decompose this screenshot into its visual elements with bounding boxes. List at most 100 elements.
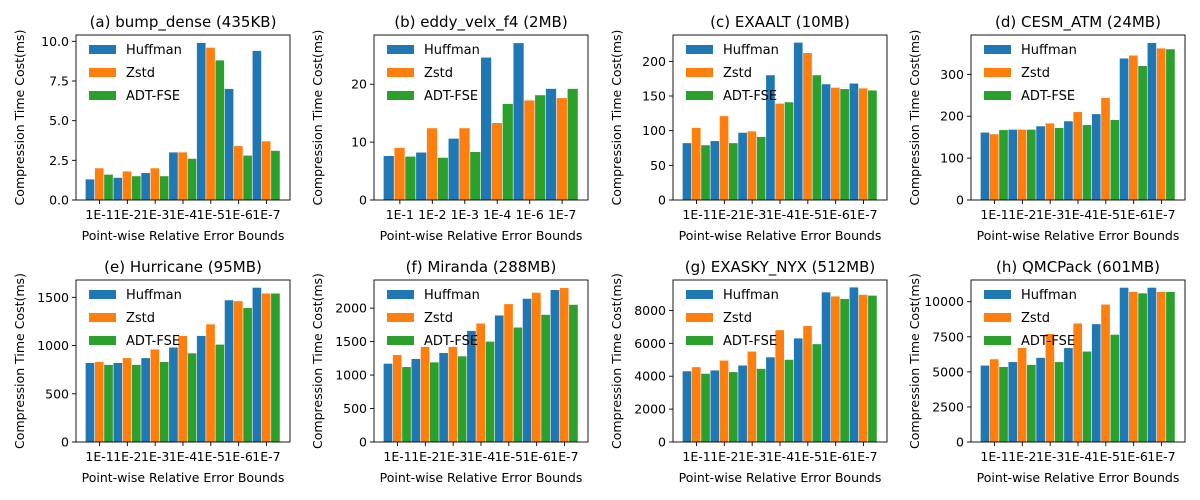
chart-title: (c) EXAALT (10MB) <box>710 13 850 31</box>
x-tick-label: 1E-2 <box>710 449 738 464</box>
y-tick-label: 8000 <box>634 303 666 318</box>
legend-label: Zstd <box>424 311 453 326</box>
bar-adt-fse-1e-2 <box>437 157 448 200</box>
y-tick-label: 0 <box>61 435 69 450</box>
x-tick-label: 1E-4 <box>467 449 495 464</box>
y-tick-label: 0 <box>956 193 964 208</box>
legend-swatch <box>387 91 414 100</box>
legend-label: Zstd <box>723 311 752 326</box>
legend-label: Huffman <box>1021 43 1077 58</box>
x-tick-label: 1E-2 <box>1008 449 1036 464</box>
y-tick-label: 0 <box>359 193 367 208</box>
bar-huffman-1e-3 <box>439 352 448 442</box>
bar-adt-fse-1e-2 <box>430 362 439 442</box>
x-tick-label: 1E-7 <box>550 449 578 464</box>
x-tick-label: 1E-6 <box>1119 207 1147 222</box>
chart-title: (e) Hurricane (95MB) <box>104 258 262 276</box>
x-tick-label: 1E-7 <box>849 207 877 222</box>
bar-zstd-1e-7 <box>261 293 271 442</box>
bar-adt-fse-1e-2 <box>1027 364 1036 442</box>
x-tick-label: 1E-7 <box>548 207 576 222</box>
chart-panel-3: 0 50 100 150 200 1E-1 1E-2 1E-3 1E-4 1E-5 1E-6 1E-7… <box>609 13 888 243</box>
x-tick-label: 1E-5 <box>495 449 523 464</box>
x-tick-label: 1E-3 <box>451 207 479 222</box>
legend: Huffman Zstd ADT-FSE <box>387 288 480 349</box>
bar-zstd-1e-1 <box>94 361 104 442</box>
bar-zstd-1e-2 <box>420 346 430 442</box>
bar-huffman-1e-6 <box>1119 287 1129 442</box>
bar-adt-fse-1e-5 <box>812 344 822 442</box>
bar-zstd-1e-7 <box>858 294 868 442</box>
bar-zstd-1e-4 <box>1073 112 1083 200</box>
x-tick-label: 1E-4 <box>1064 449 1092 464</box>
bar-zstd-1e-2 <box>1017 348 1027 442</box>
y-tick-label: 0.0 <box>49 193 69 208</box>
legend-swatch <box>686 68 713 77</box>
bar-huffman-1e-3 <box>141 358 150 442</box>
legend-swatch <box>686 290 713 299</box>
bar-adt-fse-1e-3 <box>457 356 467 442</box>
x-tick-label: 1E-6 <box>821 449 849 464</box>
bar-adt-fse-1e-1 <box>405 156 416 200</box>
legend-swatch <box>984 68 1011 77</box>
x-tick-label: 1E-6 <box>516 207 544 222</box>
x-tick-label: 1E-2 <box>113 449 141 464</box>
bar-zstd-1e-2 <box>719 116 729 200</box>
x-tick-label: 1E-5 <box>197 449 225 464</box>
y-tick-label: 2000 <box>335 301 367 316</box>
bar-huffman-1e-5 <box>196 335 206 442</box>
bar-huffman-1e-3 <box>738 132 747 200</box>
x-tick-label: 1E-6 <box>522 449 550 464</box>
chart-title: (g) EXASKY_NYX (512MB) <box>685 258 876 277</box>
legend-label: Huffman <box>723 288 779 303</box>
legend-label: ADT-FSE <box>723 334 777 349</box>
bar-adt-fse-1e-4 <box>1082 351 1092 442</box>
x-tick-label: 1E-2 <box>113 207 141 222</box>
legend-label: Huffman <box>424 43 480 58</box>
bar-huffman-1e-3 <box>1036 357 1045 442</box>
y-tick-label: 1000 <box>37 338 69 353</box>
bar-zstd-1e-1 <box>94 168 104 200</box>
bar-adt-fse-1e-3 <box>756 368 766 442</box>
y-tick-label: 0 <box>359 435 367 450</box>
legend-swatch <box>686 336 713 345</box>
x-tick-label: 1E-2 <box>1008 207 1036 222</box>
bar-adt-fse-1e-7 <box>1166 49 1175 200</box>
bar-adt-fse-1e-7 <box>868 90 877 200</box>
legend-label: ADT-FSE <box>1021 334 1075 349</box>
x-tick-label: 1E-1 <box>386 207 414 222</box>
bar-adt-fse-1e-6 <box>1138 293 1147 442</box>
bar-adt-fse-1e-4 <box>784 359 794 442</box>
chart-panel-6: 0 500 1000 1500 2000 1E-1 1E-2 1E-3 1E-4 1E-5 1E-6… <box>310 258 589 485</box>
bar-adt-fse-1e-3 <box>470 151 481 200</box>
bar-zstd-1e-5 <box>504 304 513 442</box>
bar-huffman-1e-1 <box>980 132 990 200</box>
bar-huffman-1e-4 <box>1064 348 1073 442</box>
bar-adt-fse-1e-4 <box>485 341 495 442</box>
bar-adt-fse-1e-1 <box>701 145 710 200</box>
y-axis-label: Compression Time Cost(ms) <box>907 30 922 206</box>
bar-adt-fse-1e-5 <box>1110 120 1120 200</box>
x-axis-label: Point-wise Relative Error Bounds <box>977 228 1180 243</box>
bar-adt-fse-1e-4 <box>784 102 794 200</box>
legend-label: Huffman <box>424 288 480 303</box>
y-tick-label: 5.0 <box>49 113 69 128</box>
bar-huffman-1e-2 <box>710 370 720 442</box>
legend-label: Zstd <box>126 66 155 81</box>
bar-zstd-1e-5 <box>803 326 812 442</box>
x-tick-label: 1E-4 <box>766 449 794 464</box>
legend-swatch <box>387 45 414 54</box>
legend-swatch <box>89 313 116 322</box>
y-tick-label: 1500 <box>335 334 367 349</box>
bar-adt-fse-1e-4 <box>187 353 197 442</box>
bar-zstd-1e-1 <box>691 127 701 200</box>
chart-panel-1: 0.0 2.5 5.0 7.5 10.0 1E-1 1E-2 1E-3 1E-4 1E-5 1E-6… <box>12 13 291 243</box>
legend-swatch <box>387 313 414 322</box>
chart-title: (h) QMCPack (601MB) <box>996 258 1160 276</box>
chart-title: (a) bump_dense (435KB) <box>90 13 277 32</box>
x-tick-label: 1E-4 <box>483 207 511 222</box>
legend-swatch <box>984 91 1011 100</box>
x-tick-label: 1E-4 <box>766 207 794 222</box>
y-tick-label: 200 <box>940 109 964 124</box>
